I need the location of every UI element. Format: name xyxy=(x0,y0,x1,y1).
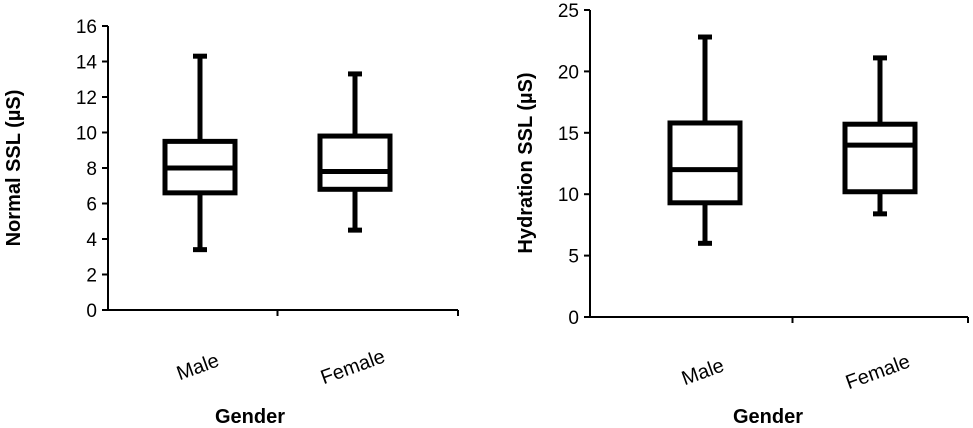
y-tick-label: 2 xyxy=(86,266,97,287)
box-female xyxy=(842,55,918,217)
y-tick-label: 12 xyxy=(76,88,97,109)
y-tick-label: 0 xyxy=(568,308,579,329)
x-category-label: Female xyxy=(318,346,388,389)
y-tick-label: 15 xyxy=(558,124,579,145)
y-tick-label: 4 xyxy=(86,230,97,251)
x-category-label: Male xyxy=(174,350,222,386)
y-axis-title: Hydration SSL (µS) xyxy=(515,72,537,253)
iqr-box xyxy=(667,120,743,206)
x-category-label: Male xyxy=(679,355,727,391)
y-axis-title: Normal SSL (µS) xyxy=(3,90,25,247)
box-female xyxy=(317,71,393,233)
x-axis-title: Gender xyxy=(215,406,285,428)
iqr-box xyxy=(842,121,918,195)
y-tick-label: 10 xyxy=(558,185,579,206)
y-tick-label: 20 xyxy=(558,62,579,83)
hydration-ssl-chart: 0 5 10 15 20 25 Male Female Hydration SSL (µS) Ge… xyxy=(515,1,969,428)
y-tick-label: 14 xyxy=(76,53,98,74)
y-tick-label: 6 xyxy=(86,195,97,216)
y-tick-label: 16 xyxy=(76,17,97,38)
y-tick-label: 0 xyxy=(86,301,97,322)
x-axis-title: Gender xyxy=(733,406,803,428)
y-tick-label: 10 xyxy=(76,124,97,145)
y-tick-label: 5 xyxy=(568,247,579,268)
box-male xyxy=(667,34,743,246)
normal-ssl-chart: 0 2 4 6 8 10 12 14 16 Male Female Normal SSL (µS) Ge… xyxy=(3,17,459,428)
y-tick-label: 25 xyxy=(558,1,579,22)
iqr-box xyxy=(317,133,393,192)
x-category-label: Female xyxy=(843,351,913,394)
box-male xyxy=(162,53,238,253)
y-tick-label: 8 xyxy=(86,159,97,180)
